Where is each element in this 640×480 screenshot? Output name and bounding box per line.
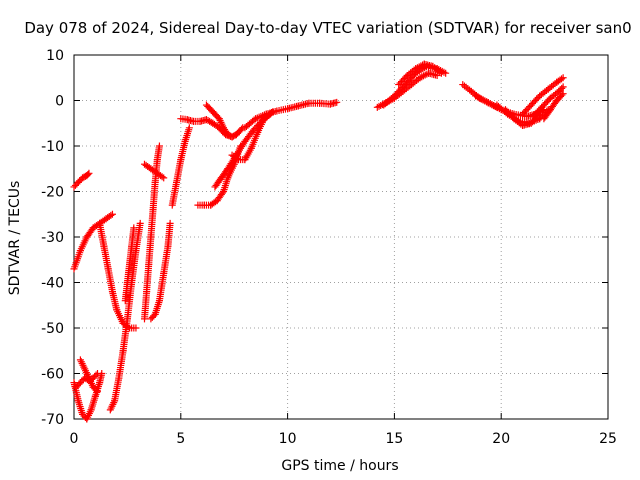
x-tick-label: 0 bbox=[70, 431, 79, 447]
series-arc-7 bbox=[106, 219, 144, 414]
x-tick-label: 5 bbox=[176, 431, 185, 447]
series-arc-1 bbox=[70, 169, 93, 191]
data-point bbox=[132, 324, 140, 332]
data-point bbox=[92, 371, 100, 379]
y-tick-label: 0 bbox=[55, 94, 64, 110]
data-point bbox=[333, 98, 341, 106]
y-tick-label: -50 bbox=[41, 321, 64, 337]
y-tick-label: -10 bbox=[41, 139, 64, 155]
series-arc-21 bbox=[380, 62, 450, 109]
data-point bbox=[559, 90, 567, 98]
x-axis-label: GPS time / hours bbox=[281, 458, 398, 474]
chart-title: Day 078 of 2024, Sidereal Day-to-day VTE… bbox=[24, 19, 631, 37]
data-point bbox=[185, 124, 193, 132]
data-point bbox=[558, 91, 566, 99]
data-point bbox=[85, 169, 93, 177]
series-arc-5 bbox=[76, 356, 101, 396]
data-point bbox=[237, 125, 245, 133]
y-tick-label: -70 bbox=[41, 412, 64, 428]
y-tick-label: 10 bbox=[46, 48, 64, 64]
series-arc-18 bbox=[241, 98, 341, 132]
y-tick-label: -60 bbox=[41, 367, 64, 383]
data-point bbox=[442, 69, 450, 77]
y-tick-label: -20 bbox=[41, 185, 64, 201]
data-point bbox=[130, 224, 138, 232]
series-arc-25 bbox=[501, 106, 544, 130]
data-point bbox=[558, 75, 566, 83]
series-arc-16 bbox=[202, 101, 247, 141]
y-tick-label: -40 bbox=[41, 276, 64, 292]
data-point bbox=[558, 84, 566, 92]
data-point bbox=[559, 74, 567, 82]
axis-ticks: 0 5 10 15 20 25 10 0 -10 -20 -30 -40 -50 -60 -70 bbox=[41, 48, 617, 447]
series-arc-8 bbox=[121, 224, 138, 305]
data-point bbox=[218, 189, 226, 197]
series-arc-11 bbox=[140, 160, 168, 182]
data-point bbox=[559, 83, 567, 91]
series-arc-12 bbox=[168, 124, 193, 209]
x-tick-label: 15 bbox=[385, 431, 403, 447]
series-arc-10 bbox=[147, 219, 174, 323]
data-point bbox=[233, 155, 241, 163]
data-point bbox=[93, 388, 101, 396]
data-point bbox=[107, 211, 115, 219]
series-arc-28 bbox=[540, 90, 567, 123]
series-arc-6 bbox=[96, 219, 140, 332]
y-tick-label: -30 bbox=[41, 230, 64, 246]
data-point bbox=[166, 219, 174, 227]
data-point bbox=[155, 142, 163, 150]
data-point bbox=[136, 219, 144, 227]
data-point bbox=[84, 170, 92, 178]
series-arc-26 bbox=[519, 74, 567, 118]
series-arc-27 bbox=[529, 83, 567, 120]
data-point bbox=[160, 174, 168, 182]
data-point bbox=[93, 370, 101, 377]
data-point bbox=[433, 71, 441, 79]
data-point bbox=[108, 210, 116, 218]
data-point bbox=[92, 386, 100, 394]
data-point bbox=[440, 68, 448, 76]
x-tick-label: 20 bbox=[492, 431, 510, 447]
x-tick-label: 25 bbox=[599, 431, 617, 447]
data-points bbox=[70, 60, 567, 423]
x-tick-label: 10 bbox=[279, 431, 297, 447]
y-axis-label: SDTVAR / TECUs bbox=[7, 181, 23, 296]
data-point bbox=[158, 173, 166, 181]
